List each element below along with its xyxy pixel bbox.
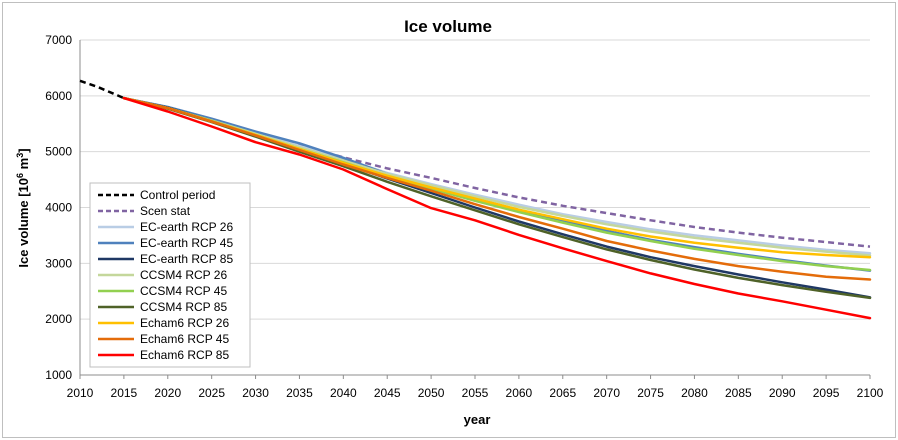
y-tick-label: 1000 xyxy=(45,368,72,382)
x-tick-label: 2055 xyxy=(462,386,489,400)
x-tick-label: 2100 xyxy=(857,386,884,400)
x-tick-labels: 2010 2015 2020 2025 2030 2035 2040 2045 2050 2055… xyxy=(67,386,884,400)
legend: Control period Scen stat EC-earth RCP 26 EC… xyxy=(89,182,251,368)
x-tick-label: 2095 xyxy=(813,386,840,400)
legend-label: Scen stat xyxy=(140,204,191,218)
legend-label: EC-earth RCP 26 xyxy=(140,220,233,234)
legend-label: CCSM4 RCP 45 xyxy=(140,284,227,298)
x-tick-label: 2025 xyxy=(198,386,225,400)
series-lines xyxy=(79,79,872,320)
series-line-scen-stat xyxy=(123,96,871,248)
y-axis-title-end: ] xyxy=(16,148,31,152)
legend-label: EC-earth RCP 45 xyxy=(140,236,233,250)
x-tick-label: 2030 xyxy=(242,386,269,400)
y-tick-label: 2000 xyxy=(45,312,72,326)
y-tick-label: 7000 xyxy=(45,33,72,47)
series-line-echam6-rcp-85 xyxy=(122,96,872,320)
series-line-echam6-rcp-45 xyxy=(122,96,872,281)
x-tick-label: 2035 xyxy=(286,386,313,400)
y-tick-label: 4000 xyxy=(45,201,72,215)
y-axis-title-main: Ice volume [10 xyxy=(16,178,31,268)
legend-label: Echam6 RCP 26 xyxy=(140,316,229,330)
chart-title: Ice volume xyxy=(404,17,492,36)
y-tick-label: 5000 xyxy=(45,145,72,159)
legend-label: CCSM4 RCP 26 xyxy=(140,268,227,282)
legend-label: Control period xyxy=(140,188,215,202)
y-tick-labels: 1000 2000 3000 4000 5000 6000 7000 xyxy=(45,33,72,382)
legend-label: EC-earth RCP 85 xyxy=(140,252,233,266)
y-axis-title-sup: 6 xyxy=(15,173,25,178)
x-tick-label: 2070 xyxy=(593,386,620,400)
x-tick-label: 2020 xyxy=(154,386,181,400)
y-axis-title: Ice volume [106 m3] xyxy=(15,148,31,267)
x-tick-label: 2090 xyxy=(769,386,796,400)
axes xyxy=(79,40,871,379)
x-tick-label: 2085 xyxy=(725,386,752,400)
legend-label: Echam6 RCP 45 xyxy=(140,332,229,346)
y-tick-label: 6000 xyxy=(45,89,72,103)
x-tick-label: 2040 xyxy=(330,386,357,400)
y-axis-title-unit: m xyxy=(16,158,31,173)
x-tick-label: 2050 xyxy=(418,386,445,400)
y-axis-title-sup2: 3 xyxy=(15,153,25,158)
ice-volume-chart: Ice volume 2010 2015 2020 2025 2030 2035 2040 2… xyxy=(15,17,884,427)
y-tick-label: 3000 xyxy=(45,256,72,270)
x-axis-title: year xyxy=(464,412,491,427)
x-tick-label: 2010 xyxy=(67,386,94,400)
x-tick-label: 2075 xyxy=(637,386,664,400)
x-tick-label: 2065 xyxy=(549,386,576,400)
legend-label: CCSM4 RCP 85 xyxy=(140,300,227,314)
x-tick-label: 2060 xyxy=(506,386,533,400)
x-tick-label: 2080 xyxy=(681,386,708,400)
x-tick-label: 2045 xyxy=(374,386,401,400)
x-tick-label: 2015 xyxy=(111,386,138,400)
legend-label: Echam6 RCP 85 xyxy=(140,348,229,362)
